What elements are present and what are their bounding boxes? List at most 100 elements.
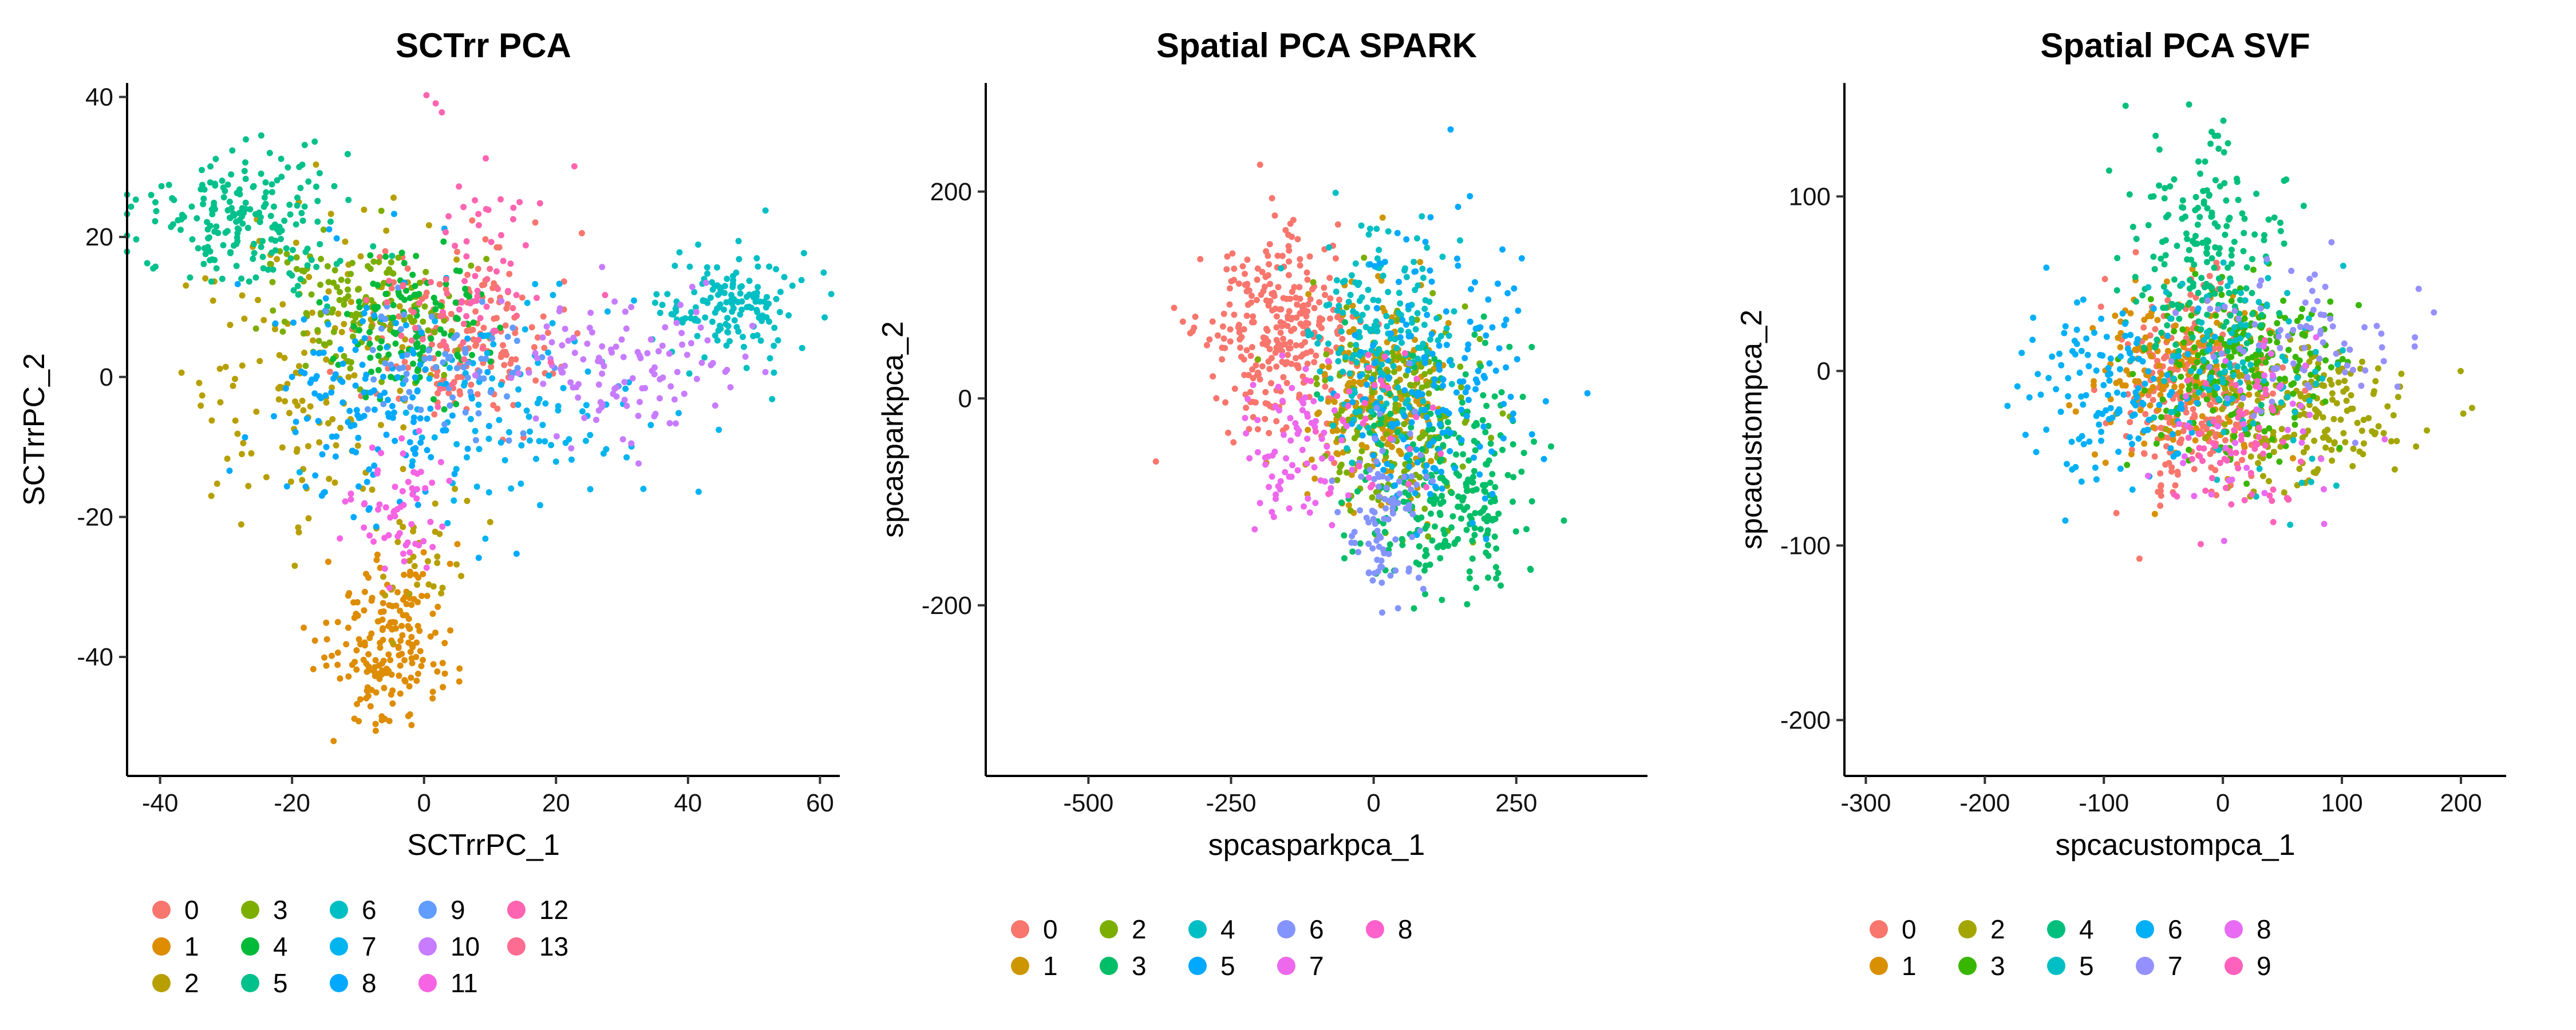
legend-key-6 [1277,920,1295,938]
data-point-series-7 [1329,522,1336,529]
data-point-series-1 [301,624,307,631]
data-point-series-4 [1396,290,1402,296]
data-point-series-10 [620,354,627,360]
data-point-series-1 [2159,386,2166,393]
data-point-series-5 [278,156,285,163]
x-tick-label: 250 [1495,789,1537,817]
data-point-series-0 [1242,271,1248,278]
data-point-series-1 [413,678,420,684]
data-point-series-0 [2132,249,2139,256]
data-point-series-2 [2322,444,2329,451]
data-point-series-2 [2278,426,2285,433]
data-point-series-5 [195,245,202,252]
data-point-series-5 [1357,348,1364,355]
legend-label-5: 5 [273,968,288,998]
data-point-series-4 [1426,298,1433,305]
data-point-series-5 [2263,303,2270,310]
data-point-series-1 [364,684,371,691]
data-point-series-5 [2221,369,2227,375]
data-point-series-0 [1321,284,1327,291]
data-point-series-3 [1408,424,1415,431]
data-point-series-5 [1504,290,1511,296]
legend-key-3 [1958,957,1977,975]
data-point-series-1 [2155,406,2162,413]
data-point-series-0 [2166,414,2173,421]
data-point-series-1 [396,672,402,679]
data-point-series-2 [286,410,293,417]
data-point-series-0 [1247,352,1254,359]
data-point-series-5 [153,208,160,215]
data-point-series-1 [447,627,454,634]
data-point-series-7 [2344,362,2350,369]
data-point-series-1 [429,695,436,702]
data-point-series-5 [2334,361,2341,368]
data-point-series-2 [2255,459,2262,466]
data-point-series-3 [2322,357,2329,364]
data-point-series-8 [409,462,416,469]
data-point-series-2 [1429,290,1436,296]
data-point-series-3 [368,324,375,331]
data-point-series-6 [2105,391,2111,398]
data-point-series-1 [1378,502,1385,509]
data-point-series-3 [2299,306,2306,312]
data-point-series-12 [602,292,609,299]
data-point-series-0 [1254,265,1261,272]
data-point-series-5 [1462,389,1469,395]
data-point-series-4 [430,396,437,403]
data-point-series-8 [2237,387,2244,394]
data-point-series-0 [2150,397,2156,403]
data-point-series-9 [2249,491,2255,498]
data-point-series-6 [682,315,689,322]
data-point-series-6 [1377,410,1384,417]
data-point-series-3 [2246,384,2253,391]
data-point-series-8 [364,478,370,485]
data-point-series-5 [258,244,264,250]
data-point-series-5 [2145,284,2152,291]
data-point-series-7 [695,488,702,495]
data-point-series-5 [1480,373,1487,379]
data-point-series-7 [476,446,483,453]
data-point-series-8 [2240,421,2247,427]
data-point-series-7 [431,434,438,441]
data-point-series-0 [1277,306,1283,313]
data-point-series-2 [2300,449,2307,455]
data-point-series-6 [2150,305,2157,312]
data-point-series-5 [1477,324,1484,331]
data-point-series-2 [2331,439,2338,446]
data-point-series-3 [1493,575,1500,582]
data-point-series-1 [1378,277,1385,284]
data-point-series-5 [1483,332,1490,339]
data-point-series-1 [2171,383,2178,390]
data-point-series-1 [380,636,386,643]
data-point-series-2 [227,322,234,328]
data-point-series-10 [623,402,630,409]
data-point-series-4 [2180,204,2187,211]
data-point-series-3 [1448,490,1455,496]
data-point-series-5 [1440,376,1447,383]
data-point-series-1 [2241,441,2247,448]
data-point-series-8 [293,418,299,425]
data-point-series-2 [217,399,224,406]
data-point-series-3 [1469,537,1476,544]
data-point-series-6 [738,306,745,313]
data-point-series-2 [1383,431,1390,438]
data-point-series-5 [313,264,320,270]
data-point-series-7 [2322,283,2329,290]
data-point-series-5 [2282,357,2289,364]
data-point-series-3 [2308,371,2314,378]
data-point-series-0 [1279,252,1286,259]
data-point-series-9 [397,326,404,332]
data-point-series-5 [2238,290,2244,296]
data-point-series-10 [598,403,605,410]
data-point-series-1 [2148,312,2155,319]
data-point-series-8 [449,412,456,419]
data-point-series-9 [2188,455,2195,462]
data-point-series-3 [2269,436,2275,443]
data-point-series-10 [637,355,644,362]
data-point-series-2 [263,474,270,481]
data-point-series-2 [307,403,314,410]
data-point-series-10 [655,348,662,355]
data-point-series-4 [2179,215,2186,222]
data-point-series-4 [416,291,422,298]
data-point-series-2 [2360,440,2367,447]
